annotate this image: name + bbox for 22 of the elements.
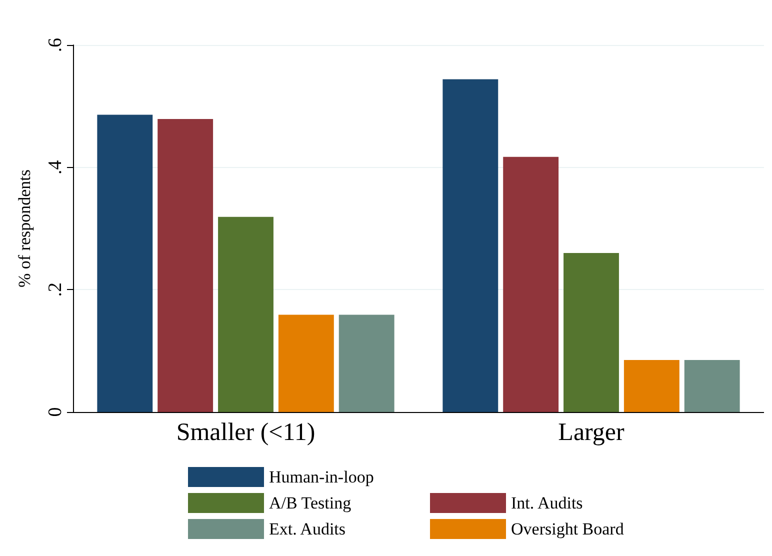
legend-label: Ext. Audits xyxy=(269,520,346,538)
legend-label: Oversight Board xyxy=(511,520,624,538)
bar xyxy=(503,156,559,412)
legend-label: Int. Audits xyxy=(511,494,583,512)
y-tick-label: 0 xyxy=(45,407,66,417)
y-axis-title: % of respondents xyxy=(15,169,34,288)
bar xyxy=(338,314,394,412)
legend-label: A/B Testing xyxy=(269,494,352,512)
bar xyxy=(442,79,498,412)
bar xyxy=(278,314,334,412)
legend-label: Human-in-loop xyxy=(269,468,374,486)
x-tick-label: Larger xyxy=(558,419,625,446)
x-tick-label: Smaller (<11) xyxy=(176,419,316,446)
bar xyxy=(218,216,274,412)
bar xyxy=(624,360,680,412)
y-tick-label: .2 xyxy=(45,282,66,297)
bar xyxy=(684,360,740,412)
bar xyxy=(97,114,153,412)
bar xyxy=(158,119,214,412)
bar xyxy=(564,252,619,412)
y-tick-label: .4 xyxy=(45,160,66,174)
y-tick-label: .6 xyxy=(45,38,66,52)
